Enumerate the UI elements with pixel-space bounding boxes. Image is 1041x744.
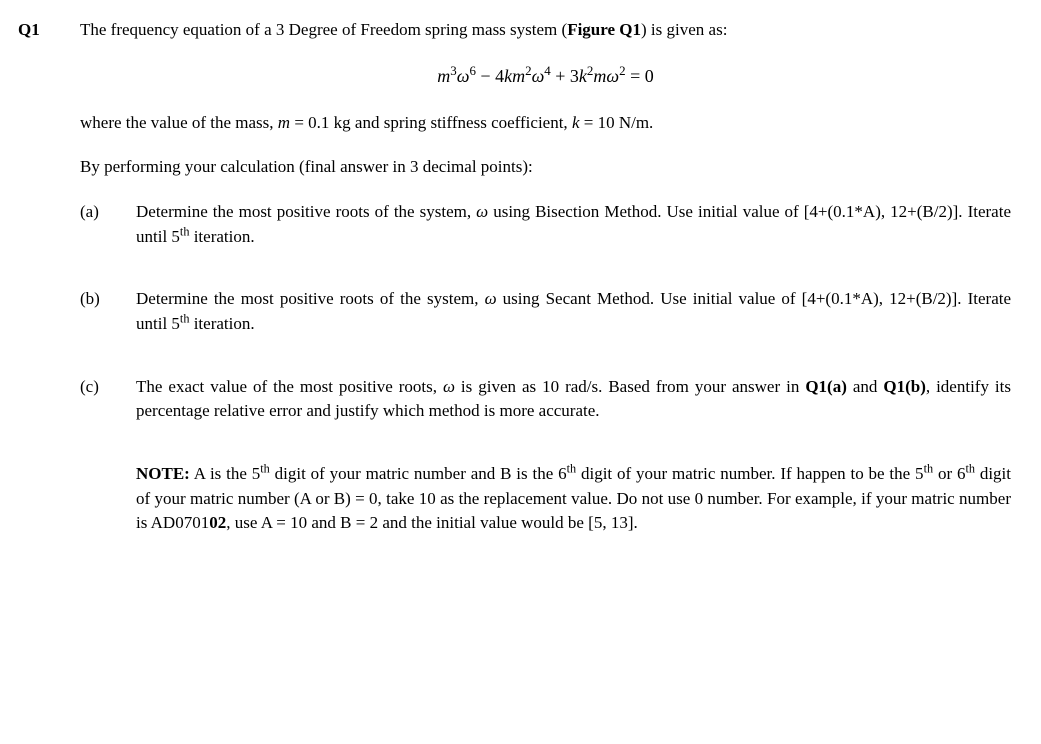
note-t6: , use A = 10 and B = 2 and the initial v… [226,513,638,532]
note-bold: 02 [209,513,226,532]
note-sup3: th [924,461,934,475]
eq-term3-coef: 3 [570,66,579,86]
eq-term2-var: ω [532,66,545,86]
subpart-c: (c) The exact value of the most positive… [80,375,1011,424]
intro-text: The frequency equation of a 3 Degree of … [80,18,1011,43]
instruction-text: By performing your calculation (final an… [80,155,1011,180]
note-t2: digit of your matric number and B is the… [270,464,567,483]
b-omega: ω [485,289,503,308]
subpart-c-text: The exact value of the most positive roo… [136,375,1011,424]
intro-part2: ) is given as: [641,20,727,39]
note-sup4: th [965,461,975,475]
question-container: Q1 The frequency equation of a 3 Degree … [18,18,1011,536]
subparts: (a) Determine the most positive roots of… [80,200,1011,424]
intro-figure-ref: Figure Q1 [567,20,641,39]
subpart-a: (a) Determine the most positive roots of… [80,200,1011,249]
question-body: The frequency equation of a 3 Degree of … [80,18,1011,536]
eq-term1-var: ω [457,66,470,86]
note-t4: or 6 [933,464,965,483]
eq-minus: − [476,66,495,86]
frequency-equation: m3ω6 − 4km2ω4 + 3k2mω2 = 0 [80,63,1011,89]
a-t3: iteration. [189,227,254,246]
eq-term3-k: k [579,66,587,86]
eq-term2-coef: 4 [495,66,504,86]
subpart-b: (b) Determine the most positive roots of… [80,287,1011,336]
c-t1: The exact value of the most positive roo… [136,377,443,396]
eq-equals: = 0 [626,66,654,86]
c-t2: is given as 10 rad/s. Based from your an… [461,377,805,396]
where-text: where the value of the mass, m = 0.1 kg … [80,111,1011,136]
where-part2: = 0.1 kg and spring stiffness coefficien… [290,113,572,132]
subpart-a-label: (a) [80,200,108,249]
eq-plus: + [551,66,570,86]
c-bold2: Q1(b) [883,377,926,396]
subpart-a-text: Determine the most positive roots of the… [136,200,1011,249]
question-label: Q1 [18,18,50,536]
c-t3: and [847,377,884,396]
b-t1: Determine the most positive roots of the… [136,289,485,308]
where-m: m [278,113,290,132]
c-bold1: Q1(a) [805,377,847,396]
a-omega: ω [476,202,493,221]
intro-part1: The frequency equation of a 3 Degree of … [80,20,567,39]
eq-term3-m: mω [593,66,619,86]
note-block: NOTE: A is the 5th digit of your matric … [136,462,1011,536]
eq-term2-k: km [504,66,525,86]
b-t3: iteration. [189,314,254,333]
subpart-c-label: (c) [80,375,108,424]
note-label: NOTE: [136,464,190,483]
where-part3: = 10 N/m. [579,113,653,132]
subpart-b-text: Determine the most positive roots of the… [136,287,1011,336]
eq-term1-base: m [437,66,450,86]
note-sup1: th [260,461,270,475]
subpart-b-label: (b) [80,287,108,336]
note-t3: digit of your matric number. If happen t… [576,464,923,483]
note-t1: A is the 5 [190,464,260,483]
note-sup2: th [567,461,577,475]
c-omega: ω [443,377,461,396]
a-t1: Determine the most positive roots of the… [136,202,476,221]
where-part1: where the value of the mass, [80,113,278,132]
